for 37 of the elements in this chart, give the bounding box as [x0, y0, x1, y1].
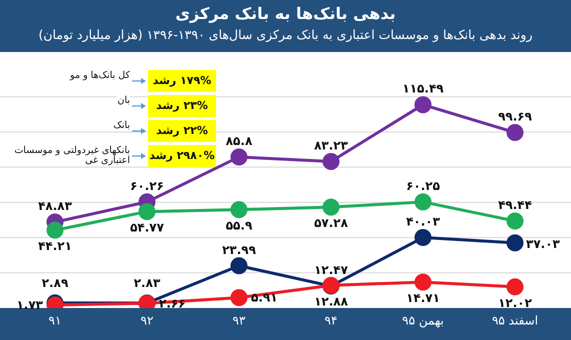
chart-subtitle: روند بدهی بانک‌ها و موسسات اعتباری به بانک مرکزی سال‌های ۱۳۹۰-۱۳۹۶ (هزار میلیارد تومان): [38, 27, 534, 42]
data-label: ۲.۸۳: [134, 276, 161, 290]
data-label: ۱۱۵.۴۹: [402, 82, 444, 96]
data-label: ۴۴.۲۱: [38, 239, 72, 254]
annotation: ۲۹۸۰% رشد: [148, 145, 216, 167]
data-label: ۴۹.۴۴: [498, 198, 532, 212]
x-tick-label: ۹۴: [324, 314, 338, 328]
data-label: ۱۴.۷۱: [406, 291, 440, 306]
data-label: ۵۵.۹: [226, 218, 253, 233]
data-label: ۸۳.۲۳: [314, 138, 349, 152]
data-label: ۵۷.۲۸: [314, 216, 349, 230]
data-label: ۶۰.۲۵: [406, 178, 440, 193]
data-label: ۴۸.۸۳: [38, 199, 73, 214]
annotation: ۲۲% رشد: [148, 120, 216, 142]
x-tick-label: ۹۳: [232, 314, 246, 328]
annotation: ۲۳% رشد: [148, 95, 216, 117]
data-label: ۳۷.۰۳: [526, 236, 561, 251]
annotation: بان: [117, 95, 130, 106]
x-tick-label: بهمن ۹۵: [402, 314, 444, 328]
data-label: ۴۰.۰۳: [406, 214, 441, 229]
data-label: ۲.۸۹: [42, 276, 69, 290]
x-tick-label: ۹۲: [140, 314, 154, 328]
text: کل بانک‌ها و مو: [70, 70, 130, 81]
data-label: ۵۴.۷۷: [130, 220, 165, 235]
data-label: ۱۲.۴۷: [314, 263, 349, 278]
data-label: ۱۲.۸۸: [314, 294, 349, 308]
chart-title: بدهی بانک‌ها به بانک مرکزی: [174, 4, 397, 23]
data-label: ۱۲.۰۲: [498, 296, 533, 310]
x-tick-label: اسفند ۹۵: [492, 314, 538, 328]
text: ۱۷۹% رشد: [148, 70, 216, 92]
data-label: ۹۹.۶۹: [498, 110, 533, 124]
data-label: ۲۳.۹۹: [222, 242, 257, 257]
annotation: بانک: [113, 120, 130, 131]
data-label: ۸۵.۸: [226, 134, 253, 148]
x-tick-label: ۹۱: [48, 314, 62, 328]
annotation: بانکهای غیردولتی و موسسات اعتباری غی: [2, 145, 130, 166]
data-label: ۶۰.۲۶: [130, 178, 164, 193]
